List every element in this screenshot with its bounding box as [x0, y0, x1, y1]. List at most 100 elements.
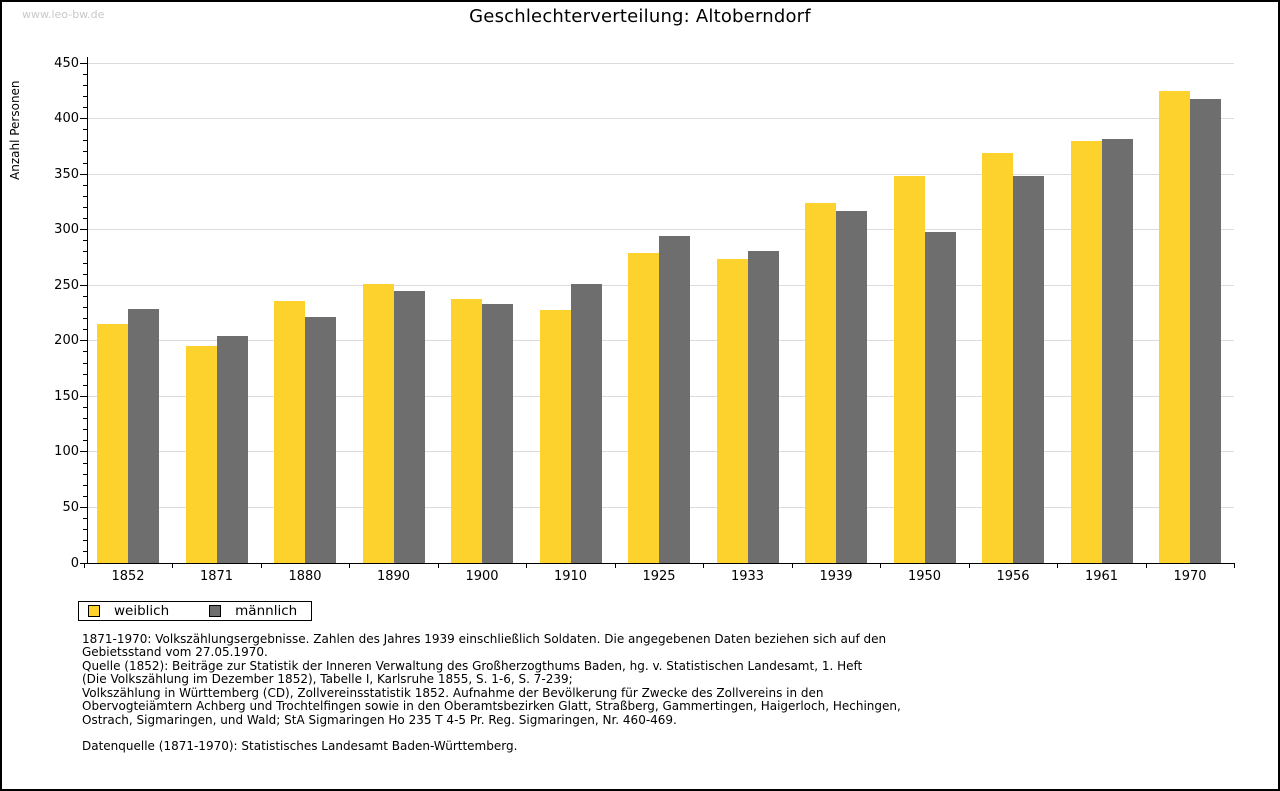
x-axis-tick	[1145, 563, 1147, 568]
y-axis-minor-tick	[83, 429, 87, 431]
legend-swatch-maennlich	[209, 605, 222, 617]
y-axis-minor-tick	[83, 84, 87, 86]
y-axis-minor-tick	[83, 329, 87, 331]
y-axis-tick-label: 350	[54, 166, 79, 182]
y-axis-minor-tick	[83, 184, 87, 186]
x-axis-category-label: 1910	[553, 569, 588, 584]
y-axis-major-tick	[80, 118, 87, 120]
x-axis-category-label: 1950	[907, 569, 942, 584]
y-axis-minor-tick	[83, 306, 87, 308]
y-axis-minor-tick	[83, 518, 87, 520]
bar-weiblich-1956	[982, 153, 1013, 563]
y-axis-minor-tick	[83, 495, 87, 497]
source-notes: 1871-1970: Volkszählungsergebnisse. Zahl…	[82, 632, 901, 727]
bar-weiblich-1950	[893, 176, 925, 563]
y-axis-minor-tick	[83, 129, 87, 131]
x-axis-category-label: 1970	[1173, 569, 1207, 584]
y-axis-minor-tick	[83, 551, 87, 553]
x-axis-tick	[1057, 563, 1059, 568]
y-axis-minor-tick	[83, 384, 87, 386]
y-axis-minor-tick	[83, 206, 87, 208]
y-axis-major-tick	[80, 395, 87, 397]
bar-weiblich-1880	[274, 300, 305, 563]
y-axis-minor-tick	[83, 418, 87, 420]
y-axis-minor-tick	[83, 273, 87, 275]
y-axis-minor-tick	[83, 484, 87, 486]
bar-maennlich-1890	[393, 290, 425, 563]
bar-weiblich-1970	[1159, 90, 1190, 563]
y-axis-minor-tick	[83, 218, 87, 220]
y-axis-minor-tick	[83, 462, 87, 464]
x-axis-tick	[703, 563, 705, 568]
bar-maennlich-1880	[305, 317, 336, 563]
x-axis-tick	[349, 563, 351, 568]
x-axis-category-label: 1871	[199, 569, 234, 584]
bar-weiblich-1900	[451, 298, 482, 563]
bar-maennlich-1910	[570, 284, 602, 563]
gridline	[87, 173, 1234, 175]
y-axis-minor-tick	[83, 440, 87, 442]
y-axis-major-tick	[80, 284, 87, 286]
y-axis-minor-tick	[83, 540, 87, 542]
x-axis-category-label: 1900	[465, 569, 499, 584]
y-axis-tick-label: 250	[54, 277, 79, 293]
gridline	[87, 118, 1234, 120]
bar-weiblich-1939	[805, 203, 836, 563]
y-axis-minor-tick	[83, 106, 87, 108]
legend-label-weiblich: weiblich	[114, 603, 170, 619]
watermark-url: www.leo-bw.de	[22, 8, 105, 21]
bar-weiblich-1890	[362, 284, 394, 563]
bar-weiblich-1925	[628, 253, 659, 563]
datasource-note: Datenquelle (1871-1970): Statistisches L…	[82, 739, 518, 753]
x-axis-category-label: 1956	[996, 569, 1030, 584]
x-axis-line	[87, 563, 1235, 564]
x-axis-category-label: 1933	[730, 569, 765, 584]
legend-swatch-weiblich	[88, 605, 100, 617]
bar-maennlich-1970	[1190, 98, 1221, 563]
bar-maennlich-1950	[924, 231, 956, 563]
y-axis-minor-tick	[83, 295, 87, 297]
bar-maennlich-1961	[1101, 138, 1133, 563]
y-axis-minor-tick	[83, 195, 87, 197]
y-axis-minor-tick	[83, 529, 87, 531]
y-axis-major-tick	[80, 229, 87, 231]
legend: weiblich männlich	[78, 601, 313, 621]
y-axis-tick-label: 100	[54, 444, 79, 460]
y-axis-minor-tick	[83, 406, 87, 408]
y-axis-major-tick	[80, 173, 87, 175]
bar-maennlich-1933	[747, 250, 779, 563]
y-axis-minor-tick	[83, 73, 87, 75]
y-axis-minor-tick	[83, 162, 87, 164]
bar-maennlich-1852	[128, 308, 159, 563]
y-axis-minor-tick	[83, 262, 87, 264]
y-axis-minor-tick	[83, 151, 87, 153]
x-axis-tick	[437, 563, 439, 568]
bar-weiblich-1933	[716, 258, 748, 563]
x-axis-tick	[260, 563, 262, 568]
chart-title: Geschlechterverteilung: Altoberndorf	[469, 6, 811, 27]
bar-maennlich-1871	[216, 336, 248, 563]
x-axis-category-label: 1880	[288, 569, 322, 584]
bar-maennlich-1925	[659, 236, 690, 563]
y-axis-minor-tick	[83, 318, 87, 320]
y-axis-minor-tick	[83, 362, 87, 364]
y-axis-tick-label: 300	[54, 222, 79, 238]
y-axis-minor-tick	[83, 240, 87, 242]
y-axis-minor-tick	[83, 140, 87, 142]
y-axis-minor-tick	[83, 251, 87, 253]
bar-maennlich-1900	[482, 304, 513, 563]
x-axis-category-label: 1961	[1084, 569, 1119, 584]
x-axis-tick	[614, 563, 616, 568]
bar-weiblich-1910	[539, 309, 571, 563]
y-axis-tick-label: 50	[62, 499, 79, 515]
x-axis-tick	[968, 563, 970, 568]
x-axis-category-label: 1925	[642, 569, 676, 584]
y-axis-minor-tick	[83, 473, 87, 475]
y-axis-minor-tick	[83, 373, 87, 375]
bar-maennlich-1939	[836, 210, 867, 563]
y-axis-major-tick	[80, 506, 87, 508]
x-axis-tick	[526, 563, 528, 568]
y-axis-major-tick	[80, 62, 87, 64]
